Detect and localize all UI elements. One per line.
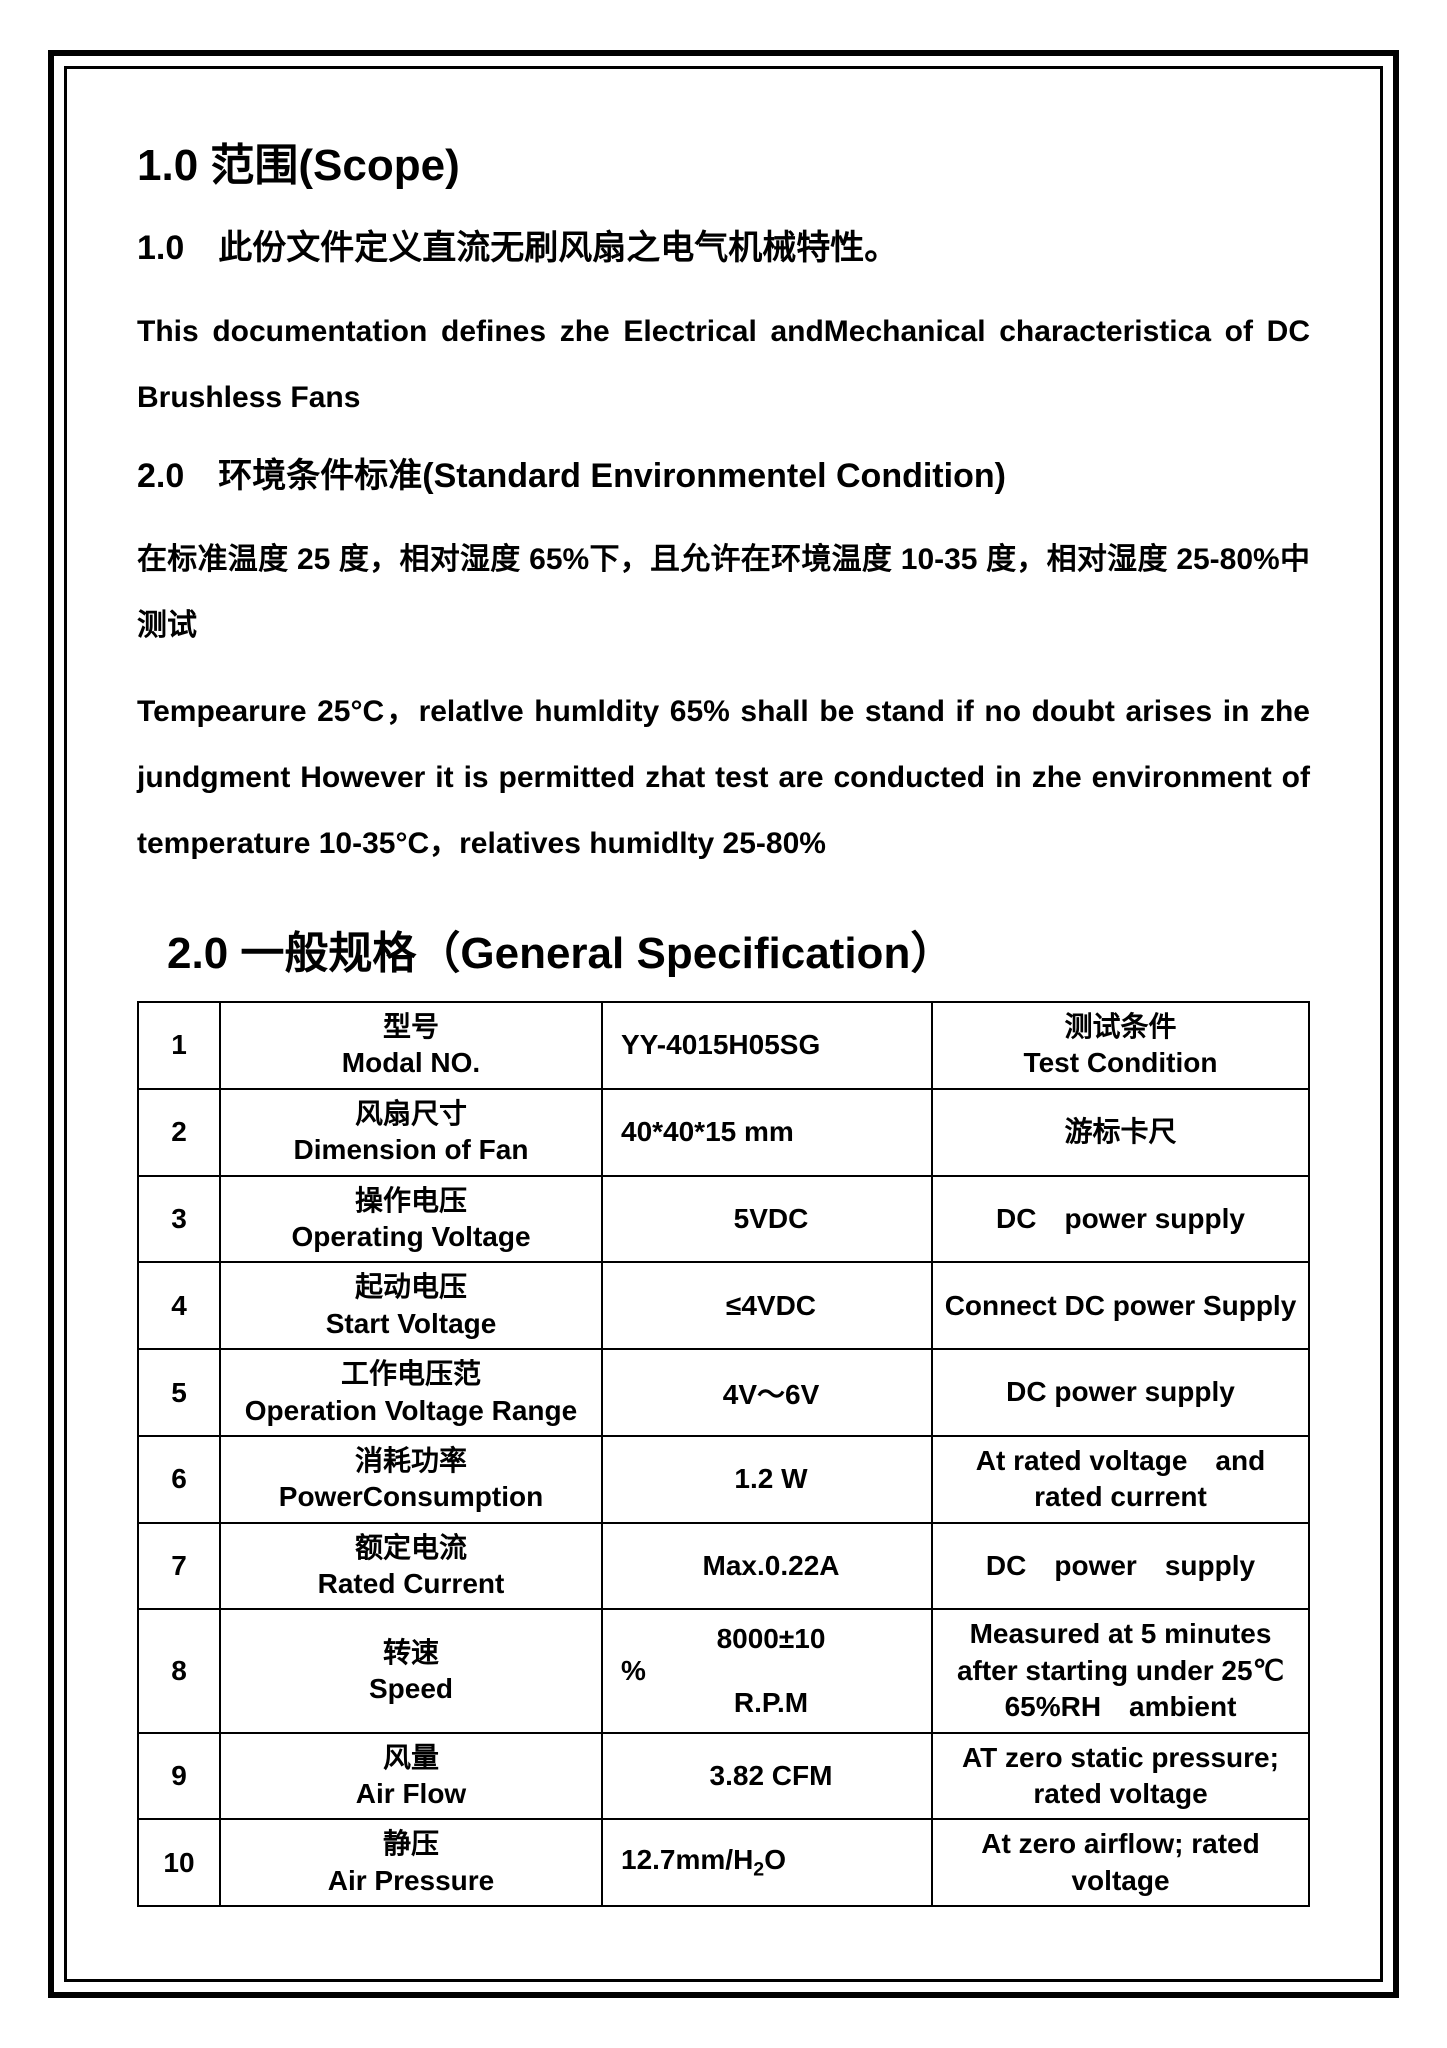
row-number: 3 [138, 1176, 220, 1263]
row-cond: DC power supply [932, 1176, 1309, 1263]
param-en: Air Flow [231, 1776, 591, 1812]
param-en: Dimension of Fan [231, 1132, 591, 1168]
row-value: 3.82 CFM [602, 1733, 932, 1820]
row-param: 消耗功率 PowerConsumption [220, 1436, 602, 1523]
param-en: Modal NO. [231, 1045, 591, 1081]
param-en: Air Pressure [231, 1863, 591, 1899]
param-cn: 风量 [231, 1740, 591, 1776]
param-en: Operation Voltage Range [231, 1393, 591, 1429]
table-row: 2 风扇尺寸 Dimension of Fan 40*40*15 mm 游标卡尺 [138, 1089, 1309, 1176]
row-number: 10 [138, 1819, 220, 1906]
row-value: 4V～6V [602, 1349, 932, 1436]
row-value: 1.2 W [602, 1436, 932, 1523]
row-number: 9 [138, 1733, 220, 1820]
row-param: 风扇尺寸 Dimension of Fan [220, 1089, 602, 1176]
outer-border: 1.0 范围(Scope) 1.0 此份文件定义直流无刷风扇之电气机械特性。 T… [48, 50, 1399, 1998]
row-cond: DC power supply [932, 1349, 1309, 1436]
table-row: 1 型号 Modal NO. YY-4015H05SG 测试条件 Test Co… [138, 1002, 1309, 1089]
param-cn: 额定电流 [231, 1530, 591, 1566]
param-cn: 操作电压 [231, 1183, 591, 1219]
row-cond: At rated voltage and rated current [932, 1436, 1309, 1523]
table-row: 3 操作电压 Operating Voltage 5VDC DC power s… [138, 1176, 1309, 1263]
row-cond: At zero airflow; rated voltage [932, 1819, 1309, 1906]
table-row: 10 静压 Air Pressure 12.7mm/H2O At zero ai… [138, 1819, 1309, 1906]
scope-sub1-cn: 1.0 此份文件定义直流无刷风扇之电气机械特性。 [137, 223, 1310, 274]
env-cn: 在标准温度 25 度，相对湿度 65%下，且允许在环境温度 10-35 度，相对… [137, 527, 1310, 659]
param-en: Speed [231, 1671, 591, 1707]
param-en: Start Voltage [231, 1306, 591, 1342]
param-en: PowerConsumption [231, 1479, 591, 1515]
row-param: 转速 Speed [220, 1609, 602, 1732]
scope-heading: 1.0 范围(Scope) [137, 129, 1310, 193]
param-cn: 风扇尺寸 [231, 1096, 591, 1132]
row-param: 工作电压范 Operation Voltage Range [220, 1349, 602, 1436]
row-value: YY-4015H05SG [602, 1002, 932, 1089]
row-number: 6 [138, 1436, 220, 1523]
table-row: 4 起动电压 Start Voltage ≤4VDC Connect DC po… [138, 1262, 1309, 1349]
param-cn: 起动电压 [231, 1269, 591, 1305]
cond-en: Test Condition [943, 1045, 1298, 1081]
table-row: 5 工作电压范 Operation Voltage Range 4V～6V DC… [138, 1349, 1309, 1436]
table-row: 6 消耗功率 PowerConsumption 1.2 W At rated v… [138, 1436, 1309, 1523]
row-cond: DC power supply [932, 1523, 1309, 1610]
row-cond: 游标卡尺 [932, 1089, 1309, 1176]
row-param: 起动电压 Start Voltage [220, 1262, 602, 1349]
env-en: Tempearure 25°C，relatlve humldity 65% sh… [137, 679, 1310, 877]
row-cond: Measured at 5 minutes after starting und… [932, 1609, 1309, 1732]
param-cn: 静压 [231, 1826, 591, 1862]
row-number: 2 [138, 1089, 220, 1176]
spec-table: 1 型号 Modal NO. YY-4015H05SG 测试条件 Test Co… [137, 1001, 1310, 1907]
row-number: 8 [138, 1609, 220, 1732]
table-row: 8 转速 Speed 8000±10 % R.P.M Measured at 5… [138, 1609, 1309, 1732]
row-value: 12.7mm/H2O [602, 1819, 932, 1906]
param-en: Rated Current [231, 1566, 591, 1602]
param-cn: 型号 [231, 1009, 591, 1045]
row-param: 型号 Modal NO. [220, 1002, 602, 1089]
row-value: 8000±10 % R.P.M [602, 1609, 932, 1732]
env-heading: 2.0 环境条件标准(Standard Environmentel Condit… [137, 451, 1310, 502]
page: 1.0 范围(Scope) 1.0 此份文件定义直流无刷风扇之电气机械特性。 T… [0, 0, 1447, 2048]
row-number: 4 [138, 1262, 220, 1349]
table-row: 9 风量 Air Flow 3.82 CFM AT zero static pr… [138, 1733, 1309, 1820]
row-value: 5VDC [602, 1176, 932, 1263]
row-param: 操作电压 Operating Voltage [220, 1176, 602, 1263]
row-param: 额定电流 Rated Current [220, 1523, 602, 1610]
row-number: 7 [138, 1523, 220, 1610]
param-cn: 转速 [231, 1635, 591, 1671]
inner-border: 1.0 范围(Scope) 1.0 此份文件定义直流无刷风扇之电气机械特性。 T… [64, 66, 1383, 1982]
table-row: 7 额定电流 Rated Current Max.0.22A DC power … [138, 1523, 1309, 1610]
row-param: 风量 Air Flow [220, 1733, 602, 1820]
param-en: Operating Voltage [231, 1219, 591, 1255]
general-spec-heading: 2.0 一般规格（General Specification） [167, 917, 1310, 981]
row-number: 1 [138, 1002, 220, 1089]
scope-sub1-en: This documentation defines zhe Electrica… [137, 299, 1310, 431]
row-cond: AT zero static pressure; rated voltage [932, 1733, 1309, 1820]
row-cond: Connect DC power Supply [932, 1262, 1309, 1349]
cond-cn: 测试条件 [943, 1009, 1298, 1045]
row-value: Max.0.22A [602, 1523, 932, 1610]
row-param: 静压 Air Pressure [220, 1819, 602, 1906]
row-value: ≤4VDC [602, 1262, 932, 1349]
row-cond: 测试条件 Test Condition [932, 1002, 1309, 1089]
param-cn: 工作电压范 [231, 1356, 591, 1392]
row-value: 40*40*15 mm [602, 1089, 932, 1176]
row-number: 5 [138, 1349, 220, 1436]
param-cn: 消耗功率 [231, 1443, 591, 1479]
